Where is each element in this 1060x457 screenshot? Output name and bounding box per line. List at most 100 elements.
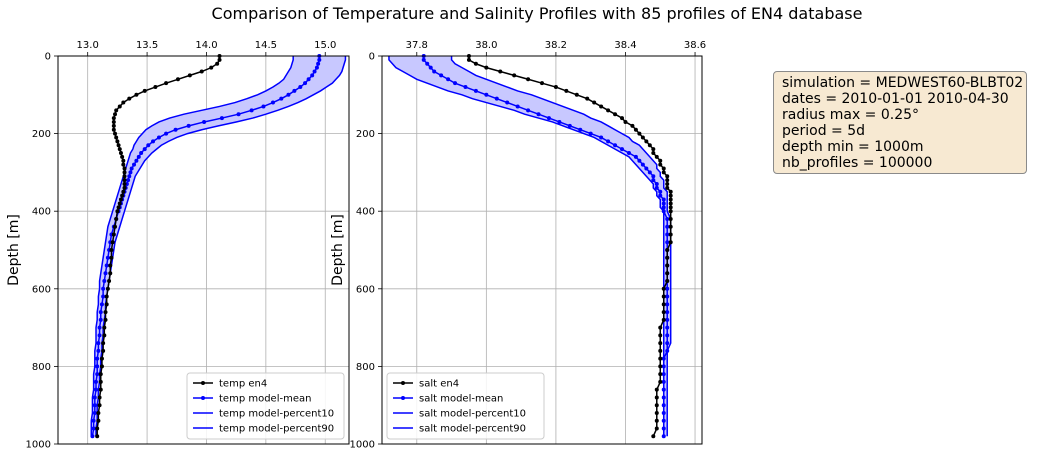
salt-en4-point [658, 158, 663, 163]
salt-x-tick-label: 37.8 [406, 40, 428, 51]
salt-model-mean-point [661, 403, 666, 408]
salt-model-mean-point [505, 100, 510, 105]
salt-en4-point [540, 81, 544, 86]
salt-model-mean-point [665, 240, 670, 245]
temp-model-mean-point [151, 139, 156, 144]
salt-en4-point [654, 154, 659, 159]
temp-en4-point [104, 294, 109, 299]
temp-model-mean-point [91, 426, 96, 431]
temp-model-mean-point [98, 317, 103, 322]
salt-en4-point [665, 255, 670, 260]
temp-model-mean-point [202, 119, 207, 124]
salt-model-mean-point [484, 92, 489, 97]
temp-en4-point [153, 85, 158, 90]
salt-model-mean-point [546, 116, 551, 121]
salt-model-mean-point [661, 434, 666, 439]
salt-en4-line [468, 56, 672, 437]
temp-en4-point [127, 96, 132, 101]
temp-en4-point [102, 325, 107, 330]
temp-en4-point [101, 348, 106, 353]
salt-model-percent90-line [450, 56, 672, 437]
salt-model-mean-point [661, 201, 666, 206]
temp-model-mean-point [164, 131, 169, 136]
salt-model-mean-point [651, 174, 656, 179]
temp-model-mean-point [236, 112, 241, 117]
salt-x-tick-label: 38.4 [614, 40, 636, 51]
salt-en4-point [654, 387, 659, 392]
temp-legend-label: temp en4 [219, 379, 267, 390]
salt-x-tick-label: 38.2 [545, 40, 567, 51]
salt-en4-point [668, 189, 673, 194]
temp-en4-point [113, 131, 118, 136]
salt-model-mean-point [425, 61, 430, 66]
temp-en4-point [107, 279, 112, 284]
salt-en4-point [592, 100, 597, 105]
salt-model-mean-point [578, 127, 583, 132]
temp-model-mean-point [97, 325, 102, 330]
salt-model-mean-point [661, 395, 666, 400]
temp-model-mean-point [306, 77, 311, 82]
salt-en4-point [668, 201, 673, 206]
salt-model-percent10-line [388, 56, 665, 437]
temp-model-mean-point [92, 403, 97, 408]
temp-model-mean-point [126, 178, 131, 183]
temp-en4-point [114, 108, 119, 113]
salt-model-mean-point [432, 69, 437, 74]
salt-model-mean-point [665, 232, 670, 237]
salt-legend-label: salt en4 [419, 379, 459, 390]
salt-model-mean-point [661, 356, 666, 361]
salt-en4-point [668, 232, 673, 237]
salt-en4-point [512, 73, 517, 78]
temp-model-mean-point [279, 96, 284, 101]
temp-legend-label: temp model-percent90 [219, 424, 334, 435]
salt-en4-point [668, 193, 673, 198]
salt-en4-point [644, 139, 649, 144]
salt-en4-point [661, 166, 666, 171]
salt-en4-point [466, 57, 471, 62]
salt-en4-point [654, 403, 659, 408]
temp-model-mean-point [99, 302, 104, 307]
temp-legend-marker [201, 381, 205, 385]
salt-en4-point [484, 65, 489, 70]
salt-en4-point [658, 325, 663, 330]
temp-y-tick-label: 600 [32, 284, 51, 295]
salt-model-mean-point [453, 81, 458, 86]
salt-legend-label: salt model-mean [419, 394, 503, 405]
salt-model-mean-point [647, 170, 652, 175]
temp-legend-marker [201, 396, 205, 400]
info-radius-max: radius max = 0.25° [782, 107, 920, 123]
temp-en4-point [111, 127, 116, 132]
salt-model-mean-point [654, 185, 659, 190]
salt-en4-point [665, 279, 670, 284]
temp-model-mean-point [303, 81, 308, 86]
temp-en4-point [114, 135, 119, 140]
salt-model-mean-point [421, 57, 426, 62]
salt-en4-point [661, 286, 666, 291]
salt-model-mean-point [446, 77, 451, 82]
temp-en4-point [98, 379, 103, 384]
salt-en4-point [658, 356, 663, 361]
temp-en4-point [113, 224, 118, 229]
temp-model-mean-point [132, 162, 137, 167]
salt-model-mean-point [661, 372, 666, 377]
salt-model-mean-point [613, 143, 618, 148]
temp-model-mean-point [186, 123, 191, 128]
temp-model-mean-point [292, 88, 297, 93]
temp-model-mean-point [95, 356, 100, 361]
salt-en4-point [658, 333, 663, 338]
salt-en4-point [585, 96, 590, 101]
salt-y-axis-label: Depth [m] [330, 214, 346, 286]
salt-en4-point [665, 185, 670, 190]
temp-model-mean-point [128, 170, 133, 175]
temp-model-mean-point [103, 271, 108, 276]
temp-en4-point [104, 302, 109, 307]
salt-model-mean-point [665, 302, 670, 307]
salt-y-tick-label: 0 [369, 52, 375, 63]
salt-en4-point [665, 178, 670, 183]
salt-en4-point [654, 418, 659, 423]
temp-en4-point [121, 100, 126, 105]
salt-model-mean-point [588, 131, 593, 136]
temp-model-mean-point [102, 279, 107, 284]
salt-model-mean-point [665, 294, 670, 299]
salt-axes-frame [381, 55, 703, 445]
